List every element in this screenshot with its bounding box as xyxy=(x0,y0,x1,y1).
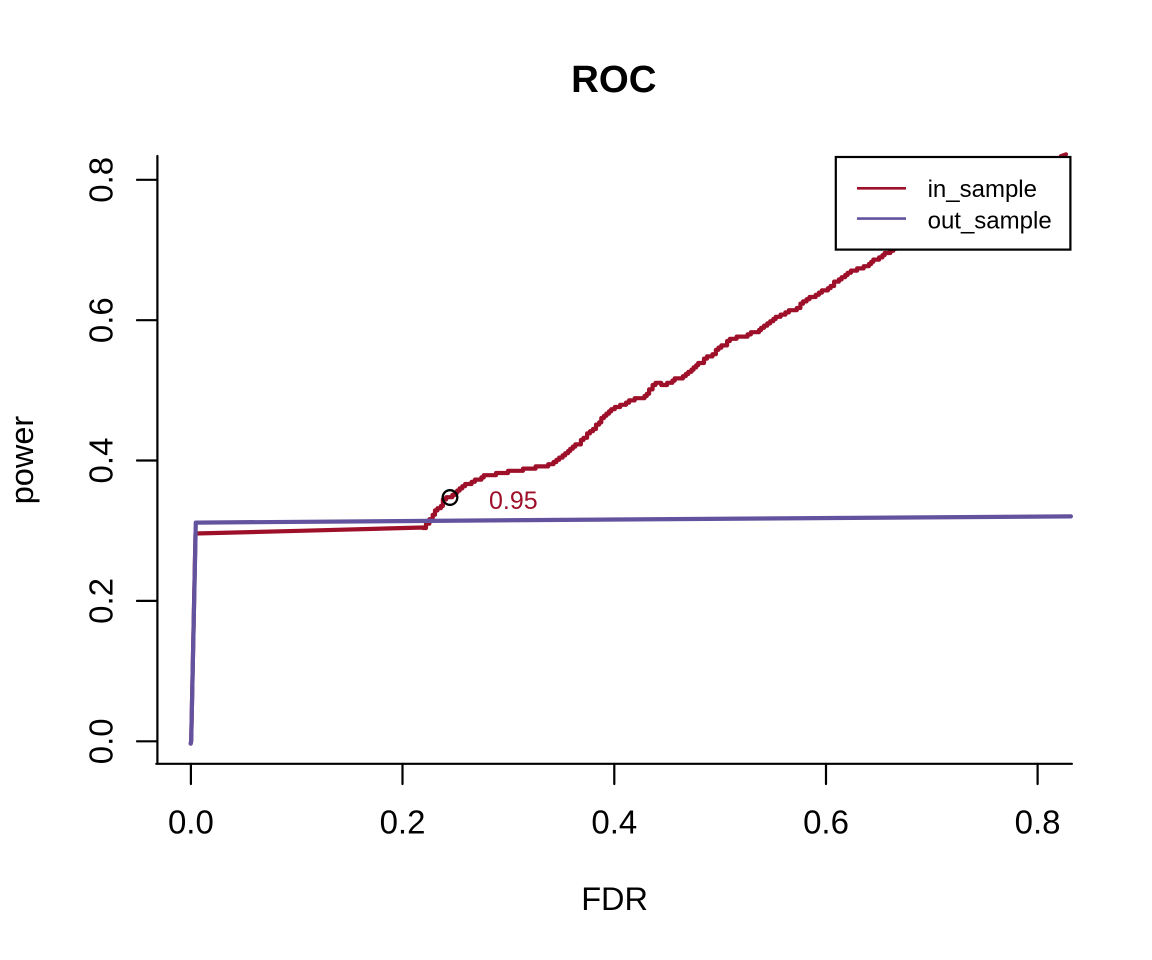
svg-text:0.0: 0.0 xyxy=(168,804,214,841)
svg-text:power: power xyxy=(4,416,40,505)
svg-text:FDR: FDR xyxy=(581,881,648,917)
svg-text:out_sample: out_sample xyxy=(928,207,1052,234)
svg-text:in_sample: in_sample xyxy=(928,176,1037,203)
svg-text:0.6: 0.6 xyxy=(83,297,120,343)
svg-text:0.4: 0.4 xyxy=(83,438,120,484)
svg-text:0.6: 0.6 xyxy=(803,804,849,841)
svg-text:0.0: 0.0 xyxy=(83,718,120,764)
svg-text:0.4: 0.4 xyxy=(591,804,637,841)
svg-text:0.95: 0.95 xyxy=(489,487,538,515)
svg-text:0.2: 0.2 xyxy=(83,578,120,624)
svg-text:0.2: 0.2 xyxy=(380,804,426,841)
svg-text:0.8: 0.8 xyxy=(1015,804,1061,841)
svg-text:ROC: ROC xyxy=(571,58,656,101)
svg-text:0.8: 0.8 xyxy=(83,157,120,203)
